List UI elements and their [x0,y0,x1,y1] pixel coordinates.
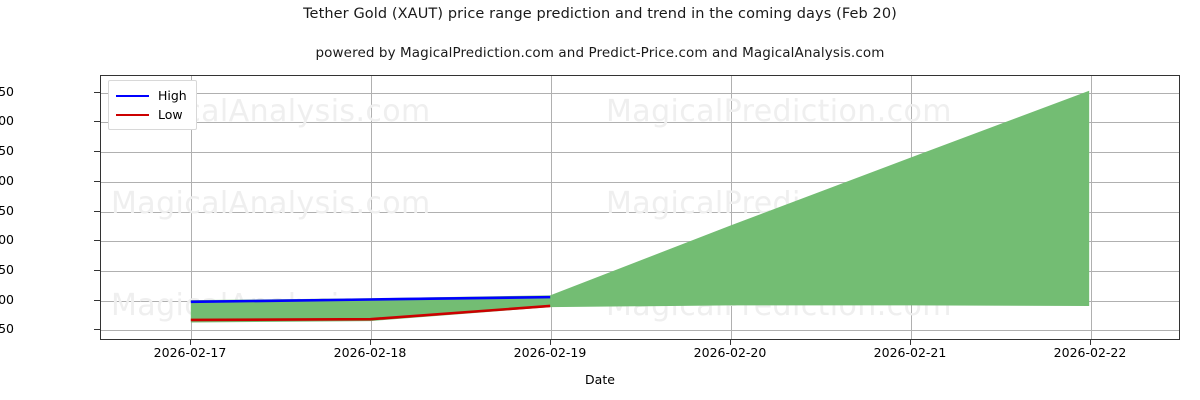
y-tick-label: 6250 [0,143,14,159]
x-tick-mark [1090,340,1091,345]
x-tick-label: 2026-02-19 [513,345,587,360]
chart-subtitle: powered by MagicalPrediction.com and Pre… [315,45,885,61]
y-tick-mark [94,121,100,123]
y-tick-label: 5750 [0,202,14,218]
y-tick-mark [94,240,100,242]
legend-item-low: Low [116,105,187,124]
x-tick-mark [910,340,911,345]
y-tick-label: 5250 [0,261,14,277]
legend-line-low [116,113,149,116]
y-tick-mark [94,299,100,301]
high-line [191,297,550,302]
y-tick-mark [94,91,100,93]
gridline-horizontal [101,92,1179,94]
x-tick-mark [370,340,371,345]
gridline-vertical [191,76,192,339]
series-svg [101,90,1090,323]
range-band [190,90,1090,323]
legend-line-high [116,94,149,97]
watermark-text: MagicalAnalysis.com [111,186,431,221]
y-tick-label: 6500 [0,113,14,129]
x-tick-label: 2026-02-22 [1053,345,1127,360]
chart-title: Tether Gold (XAUT) price range predictio… [303,6,897,22]
x-tick-label: 2026-02-20 [693,345,767,360]
x-tick-mark [730,340,731,345]
gridline-vertical [731,76,732,339]
gridline-horizontal [101,152,1179,154]
y-tick-label: 4750 [0,321,14,337]
low-line [191,306,550,320]
chart-legend: High Low [108,80,197,130]
y-tick-mark [94,329,100,331]
x-tick-mark [190,340,191,345]
x-tick-label: 2026-02-21 [873,345,947,360]
y-tick-mark [94,210,100,212]
y-tick-label: 5500 [0,232,14,248]
x-tick-mark [550,340,551,345]
y-tick-mark [94,180,100,182]
gridline-horizontal [101,211,1179,213]
gridline-vertical [551,76,552,339]
y-tick-mark [94,151,100,153]
gridline-horizontal [101,122,1179,124]
x-tick-label: 2026-02-17 [153,345,227,360]
plot-area: MagicalAnalysis.com MagicalPrediction.com… [100,75,1180,340]
data-layer [101,76,1179,339]
gridline-horizontal [101,181,1179,183]
x-axis-title: Date [585,372,615,387]
gridline-vertical [1091,76,1092,339]
legend-item-high: High [116,86,187,105]
watermark-text: MagicalPrediction.com [606,94,952,129]
gridline-horizontal [101,241,1179,243]
legend-label-low: Low [158,107,183,122]
y-tick-label: 6000 [0,172,14,188]
y-tick-mark [94,269,100,271]
y-tick-label: 6750 [0,83,14,99]
gridline-horizontal [101,330,1179,332]
x-tick-label: 2026-02-18 [333,345,407,360]
legend-label-high: High [158,88,187,103]
gridline-vertical [371,76,372,339]
